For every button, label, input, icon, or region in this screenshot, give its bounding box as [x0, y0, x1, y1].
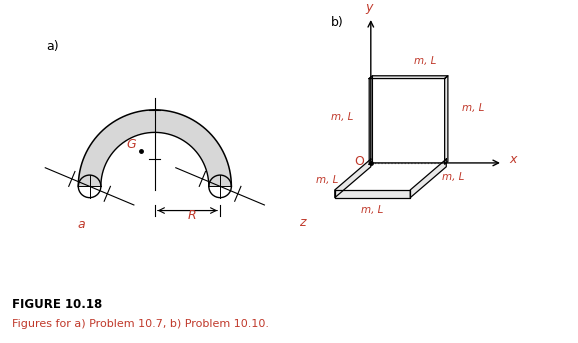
Text: m, L: m, L	[331, 112, 354, 122]
Text: m, L: m, L	[361, 205, 384, 215]
Polygon shape	[369, 76, 372, 164]
Text: m, L: m, L	[462, 104, 484, 114]
Text: b): b)	[331, 16, 343, 29]
Polygon shape	[410, 159, 446, 198]
Text: a: a	[77, 218, 86, 231]
Text: x: x	[509, 153, 516, 166]
Wedge shape	[78, 110, 231, 186]
Text: a): a)	[46, 40, 59, 53]
Polygon shape	[444, 76, 448, 164]
Text: y: y	[365, 1, 373, 14]
Polygon shape	[369, 76, 448, 79]
Text: m, L: m, L	[316, 175, 338, 185]
Text: O: O	[354, 155, 364, 168]
Text: FIGURE 10.18: FIGURE 10.18	[12, 298, 102, 311]
Text: m, L: m, L	[414, 56, 436, 66]
Polygon shape	[335, 190, 410, 198]
Text: z: z	[299, 215, 306, 228]
Text: G: G	[127, 139, 136, 152]
Text: Figures for a) Problem 10.7, b) Problem 10.10.: Figures for a) Problem 10.7, b) Problem …	[12, 319, 269, 329]
Text: m, L: m, L	[443, 172, 465, 182]
Polygon shape	[335, 159, 371, 198]
Text: R: R	[187, 209, 196, 222]
